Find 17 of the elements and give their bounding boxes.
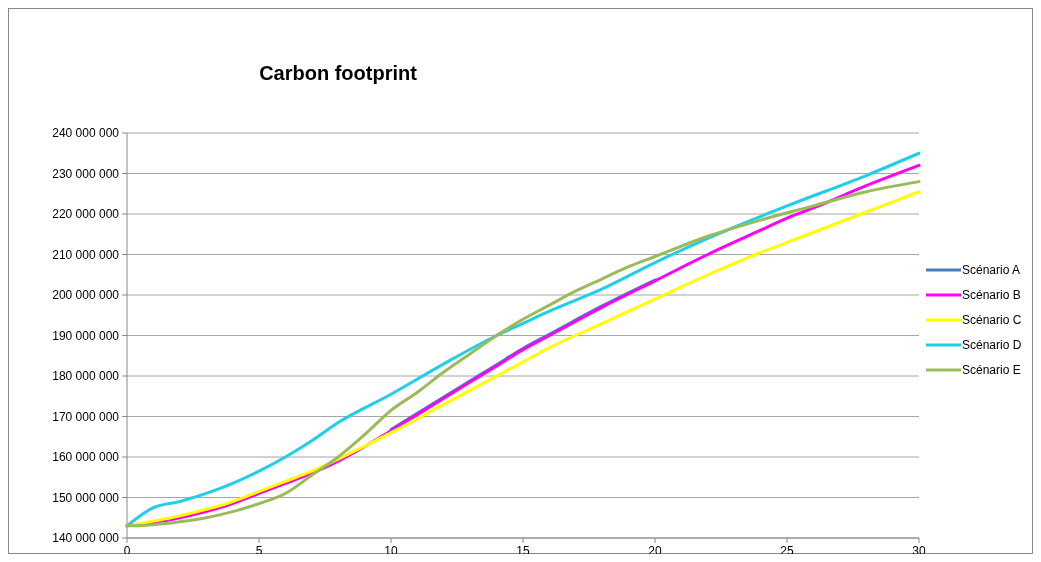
legend-label: Scénario C xyxy=(962,313,1022,328)
y-tick-label: 230 000 000 xyxy=(52,166,120,181)
y-tick-label: 180 000 000 xyxy=(52,369,120,384)
y-tick-label: 200 000 000 xyxy=(52,288,120,303)
legend-label: Scénario B xyxy=(962,288,1021,303)
chart-title: Carbon footprint xyxy=(259,62,418,84)
y-tick-label: 150 000 000 xyxy=(52,490,120,505)
y-tick-label: 190 000 000 xyxy=(52,328,120,343)
y-tick-label: 210 000 000 xyxy=(52,247,120,262)
y-tick-label: 160 000 000 xyxy=(52,450,120,465)
y-tick-label: 220 000 000 xyxy=(52,207,120,222)
legend-label: Scénario A xyxy=(962,263,1021,278)
y-tick-label: 140 000 000 xyxy=(52,531,120,546)
legend-label: Scénario D xyxy=(962,338,1022,353)
y-tick-label: 170 000 000 xyxy=(52,409,120,424)
y-tick-label: 240 000 000 xyxy=(52,126,120,141)
legend-label: Scénario E xyxy=(962,363,1021,378)
